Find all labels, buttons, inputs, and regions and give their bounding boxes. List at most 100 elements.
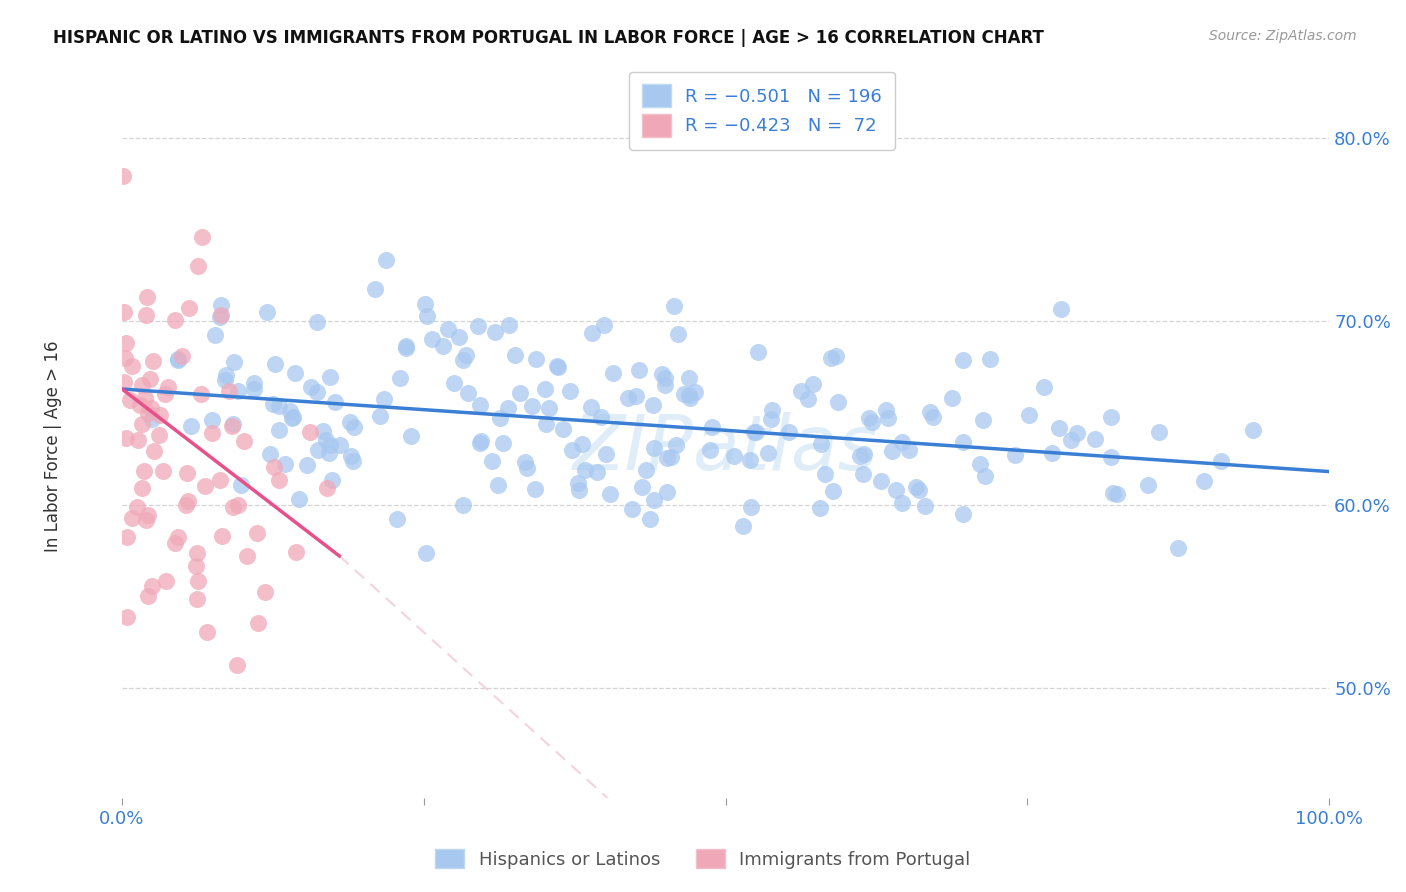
Point xyxy=(281,411,304,425)
Point xyxy=(738,453,761,467)
Point xyxy=(139,401,162,416)
Point xyxy=(112,169,135,183)
Point xyxy=(443,376,465,390)
Point xyxy=(747,344,769,359)
Point xyxy=(115,431,138,445)
Point xyxy=(699,443,721,458)
Point xyxy=(174,498,197,512)
Point xyxy=(524,351,547,366)
Point xyxy=(305,315,328,329)
Point xyxy=(470,436,492,450)
Point xyxy=(821,484,844,499)
Point xyxy=(662,299,685,313)
Point xyxy=(368,409,391,424)
Point xyxy=(201,425,224,440)
Point xyxy=(339,415,361,429)
Point xyxy=(643,441,665,455)
Point xyxy=(259,447,281,461)
Point xyxy=(118,393,141,408)
Point xyxy=(1040,445,1063,459)
Point xyxy=(190,387,212,401)
Point xyxy=(1018,409,1040,423)
Point xyxy=(172,349,194,363)
Point xyxy=(263,357,285,371)
Point xyxy=(849,449,872,463)
Point xyxy=(201,413,224,427)
Point xyxy=(221,500,243,514)
Point xyxy=(599,487,621,501)
Point xyxy=(654,371,676,385)
Point xyxy=(166,530,188,544)
Point xyxy=(138,508,160,523)
Point xyxy=(141,579,163,593)
Point xyxy=(489,411,512,425)
Point xyxy=(269,423,291,437)
Point xyxy=(778,425,800,439)
Text: Source: ZipAtlas.com: Source: ZipAtlas.com xyxy=(1209,29,1357,44)
Point xyxy=(399,428,422,442)
Point xyxy=(323,395,346,409)
Point xyxy=(284,366,307,380)
Point xyxy=(163,313,186,327)
Point xyxy=(375,253,398,268)
Point xyxy=(221,417,243,432)
Point xyxy=(281,410,304,425)
Point xyxy=(1099,450,1122,464)
Text: ZIPatlas: ZIPatlas xyxy=(574,412,879,486)
Point xyxy=(451,352,474,367)
Point xyxy=(659,450,682,464)
Point xyxy=(209,308,232,322)
Point xyxy=(641,398,664,412)
Legend: R = −0.501   N = 196, R = −0.423   N =  72: R = −0.501 N = 196, R = −0.423 N = 72 xyxy=(630,71,894,150)
Point xyxy=(561,443,583,458)
Point xyxy=(229,478,252,492)
Point xyxy=(267,473,290,487)
Point xyxy=(186,591,208,606)
Point xyxy=(1209,454,1232,468)
Point xyxy=(1084,432,1107,446)
Point xyxy=(454,348,477,362)
Point xyxy=(503,347,526,361)
Point xyxy=(860,415,883,429)
Point xyxy=(155,574,177,588)
Point xyxy=(395,341,418,355)
Point xyxy=(880,444,903,458)
Point xyxy=(918,405,941,419)
Point xyxy=(825,349,848,363)
Point xyxy=(155,386,177,401)
Point xyxy=(1167,541,1189,555)
Point xyxy=(520,399,543,413)
Point xyxy=(876,410,898,425)
Point xyxy=(761,402,783,417)
Point xyxy=(128,398,150,412)
Point xyxy=(191,230,214,244)
Point xyxy=(470,434,492,449)
Point xyxy=(524,483,547,497)
Point xyxy=(136,406,159,420)
Point xyxy=(875,403,897,417)
Point xyxy=(121,510,143,524)
Point xyxy=(247,615,270,630)
Point xyxy=(127,433,149,447)
Point xyxy=(486,478,509,492)
Point xyxy=(636,463,658,477)
Point xyxy=(121,359,143,373)
Point xyxy=(115,336,138,351)
Point xyxy=(148,408,170,422)
Point xyxy=(163,536,186,550)
Point xyxy=(467,319,489,334)
Point xyxy=(586,465,609,479)
Point xyxy=(209,298,232,312)
Point xyxy=(226,384,249,399)
Point xyxy=(329,438,352,452)
Point xyxy=(683,385,706,400)
Point xyxy=(1105,487,1128,501)
Point xyxy=(136,290,159,304)
Point xyxy=(1099,409,1122,424)
Point xyxy=(373,392,395,406)
Point xyxy=(904,479,927,493)
Point xyxy=(631,480,654,494)
Point xyxy=(274,457,297,471)
Point xyxy=(180,418,202,433)
Point xyxy=(1047,421,1070,435)
